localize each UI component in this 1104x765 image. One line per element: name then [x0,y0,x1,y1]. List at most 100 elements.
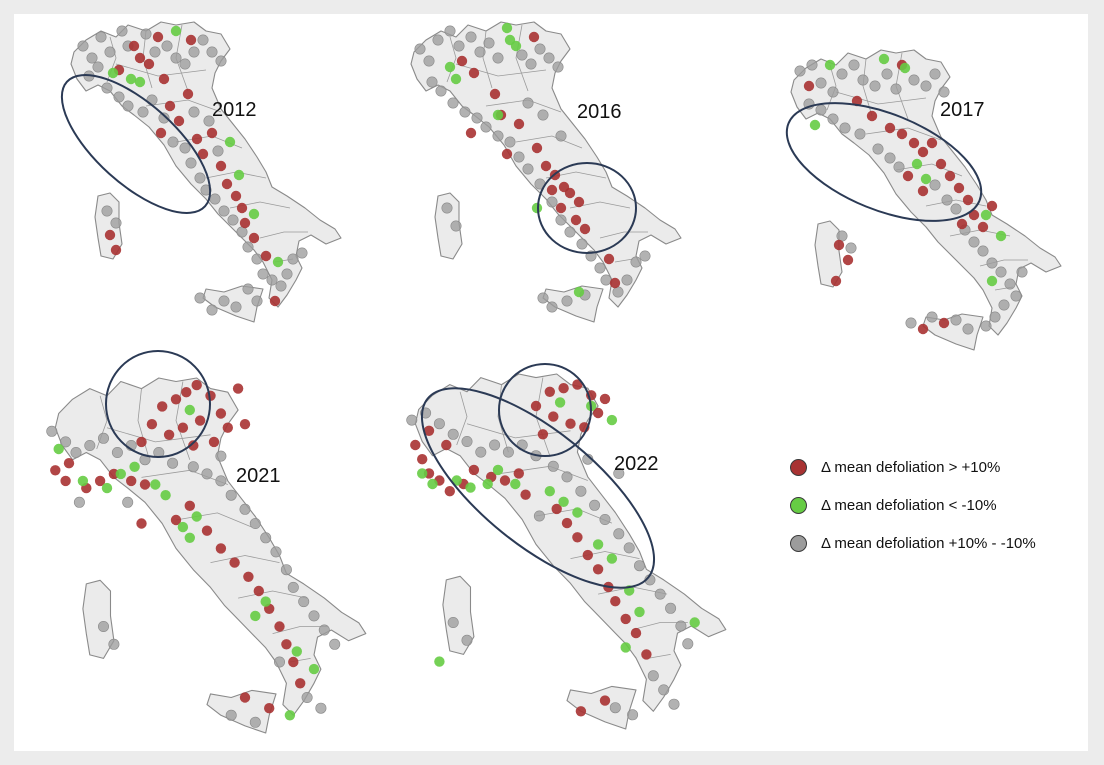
plot-marker-increase [274,621,285,632]
plot-marker-decrease [272,256,284,268]
plot-marker-stable [209,193,221,205]
plot-marker-stable [73,496,85,508]
plot-marker-stable [995,266,1007,278]
plot-marker-increase [561,517,573,529]
hotspot-ellipse [785,102,983,222]
plot-marker-stable [167,136,179,148]
plot-marker-decrease [465,482,476,493]
plot-marker-stable [170,52,182,64]
plot-marker-stable [492,130,504,142]
region-border [570,551,640,559]
plot-marker-decrease [606,553,618,564]
plot-marker-increase [468,464,480,476]
plot-marker-stable [95,31,107,43]
plot-marker-stable [423,55,435,67]
plot-marker-increase [548,411,559,422]
region-border [925,199,987,207]
plot-marker-stable [522,97,534,109]
plot-marker-stable [836,230,848,242]
italy-map-2012: 2012 [60,21,342,323]
plot-marker-increase [288,656,299,668]
plot-marker-increase [968,209,980,221]
legend-label: Δ mean defoliation > +10% [821,458,1001,476]
plot-marker-stable [203,115,215,127]
region-border [145,99,222,113]
plot-marker-decrease [911,158,923,170]
plot-marker-stable [525,58,537,70]
plot-marker-stable [806,59,818,71]
plot-marker-stable [609,702,621,714]
plot-marker-increase [917,146,929,158]
plot-marker-stable [998,299,1010,311]
plot-marker-stable [827,86,839,98]
plot-marker-increase [803,80,815,92]
plot-marker-increase [205,390,216,401]
plot-marker-stable [318,624,330,636]
plot-marker-stable [547,460,559,472]
region-border [599,231,648,239]
plot-marker-decrease [444,61,456,73]
plot-marker-increase [253,585,264,597]
year-label: 2022 [614,453,659,475]
plot-marker-stable [854,128,866,140]
plot-marker-stable [167,457,179,469]
italy-outline [54,377,367,734]
year-label: 2017 [940,99,985,121]
region-border [835,91,927,105]
plot-marker-stable [432,34,444,46]
plot-marker-stable [70,447,82,459]
plot-marker-stable [815,104,827,116]
plot-marker-increase [136,436,147,448]
plot-marker-increase [513,118,525,130]
plot-marker-increase [866,110,878,122]
plot-marker-increase [540,160,552,172]
plot-marker-stable [848,59,860,71]
plot-marker-increase [50,465,61,476]
plot-marker-increase [281,639,292,650]
plot-marker-stable [564,226,576,238]
region-border [210,555,280,563]
plot-marker-decrease [184,404,195,416]
plot-marker-stable [546,301,558,313]
legend-item-increase: Δ mean defoliation > +10% [790,454,1036,480]
plot-marker-decrease [558,496,569,507]
plot-marker-increase [239,217,251,229]
plot-marker-stable [149,46,161,58]
plot-marker-increase [956,218,968,230]
plot-marker-stable [260,532,272,544]
plot-marker-decrease [291,646,302,657]
italy-map-2017: 2017 [785,49,1062,351]
plot-marker-stable [881,68,893,80]
plot-marker-increase [582,549,593,561]
plot-marker-increase [977,221,989,233]
plot-marker-increase [134,52,146,64]
map-panel-2016: 2016 [374,14,704,323]
plot-marker-stable [929,68,941,80]
plot-marker-increase [599,695,611,706]
plot-marker-stable [836,68,848,80]
plot-marker-decrease [492,109,504,121]
plot-marker-stable [287,581,299,593]
plot-marker-increase [573,196,585,208]
region-border [272,626,328,634]
plot-marker-stable [815,77,827,89]
plot-marker-stable [827,113,839,125]
plot-marker-stable [281,268,293,280]
plot-marker-increase [260,250,272,262]
plot-marker-stable [794,65,806,77]
plot-marker-increase [555,202,567,214]
plot-marker-stable [986,257,998,269]
plot-marker-stable [483,37,495,49]
plot-marker-increase [230,190,242,202]
plot-marker-stable [613,467,625,479]
plot-marker-increase [575,706,587,717]
plot-marker-increase [833,239,845,251]
plot-marker-decrease [77,475,89,487]
plot-marker-stable [489,439,501,451]
plot-marker-stable [225,709,237,721]
plot-marker-decrease [572,507,583,518]
region-border [446,36,457,83]
plot-marker-stable [502,446,514,458]
plot-marker-stable [266,274,278,286]
legend-item-stable: Δ mean defoliation +10% - -10% [790,530,1036,556]
